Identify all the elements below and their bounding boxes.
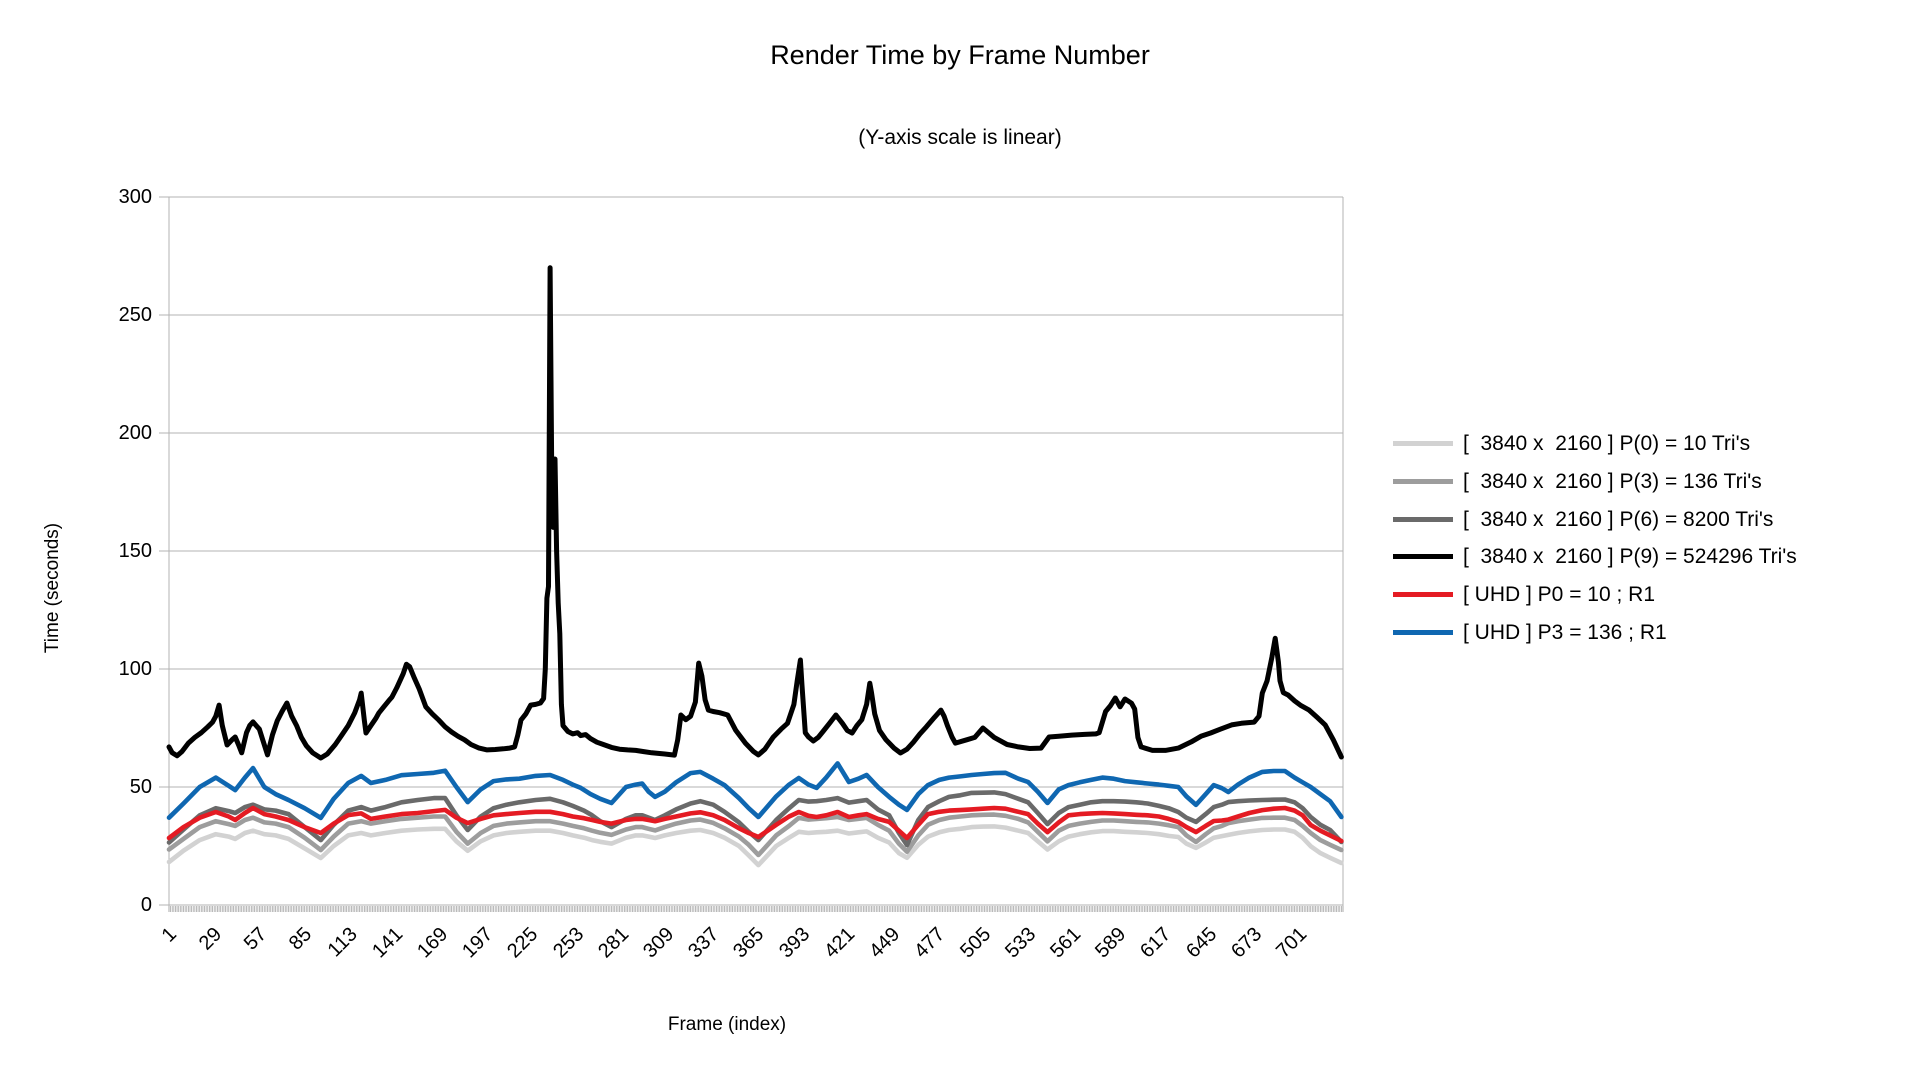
legend-swatch-0 [1393,441,1453,446]
legend-item-5: [ UHD ] P3 = 136 ; R1 [1393,622,1797,643]
y-tick-label-0: 0 [140,894,152,916]
legend-item-3: [ 3840 x 2160 ] P(9) = 524296 Tri's [1393,546,1797,567]
series-line-5 [166,761,1344,821]
legend-label-5: [ UHD ] P3 = 136 ; R1 [1463,620,1667,644]
series-line-2 [166,790,1344,848]
legend-label-0: [ 3840 x 2160 ] P(0) = 10 Tri's [1463,432,1751,455]
y-tick-label-50: 50 [129,776,152,798]
legend-label-4: [ UHD ] P0 = 10 ; R1 [1463,583,1655,607]
legend-label-3: [ 3840 x 2160 ] P(9) = 524296 Tri's [1463,545,1797,569]
chart-legend: [ 3840 x 2160 ] P(0) = 10 Tri's [ 3840 x … [1393,433,1797,660]
legend-item-4: [ UHD ] P0 = 10 ; R1 [1393,584,1797,605]
y-tick-label-300: 300 [118,186,152,208]
y-tick-label-200: 200 [118,422,152,444]
y-tick-label-100: 100 [118,658,152,680]
legend-item-2: [ 3840 x 2160 ] P(6) = 8200 Tri's [1393,509,1797,530]
legend-swatch-2 [1393,516,1453,522]
legend-swatch-3 [1393,554,1453,560]
legend-swatch-5 [1393,629,1453,635]
series-line-4 [166,805,1344,844]
x-axis-minor-ticks [168,906,1344,912]
series-line-1 [166,812,1344,858]
legend-swatch-4 [1393,592,1453,598]
y-tick-label-150: 150 [118,540,152,562]
series-line-0 [166,824,1344,868]
legend-label-2: [ 3840 x 2160 ] P(6) = 8200 Tri's [1463,507,1774,531]
legend-item-0: [ 3840 x 2160 ] P(0) = 10 Tri's [1393,433,1797,454]
legend-item-1: [ 3840 x 2160 ] P(3) = 136 Tri's [1393,471,1797,492]
chart-subtitle: (Y-axis scale is linear) [858,126,1062,149]
legend-swatch-1 [1393,478,1453,484]
series-line-3 [166,265,1344,761]
legend-label-1: [ 3840 x 2160 ] P(3) = 136 Tri's [1463,469,1762,493]
x-axis-title: Frame (index) [667,1014,787,1035]
chart-title: Render Time by Frame Number [770,40,1150,70]
y-tick-label-250: 250 [118,304,152,326]
